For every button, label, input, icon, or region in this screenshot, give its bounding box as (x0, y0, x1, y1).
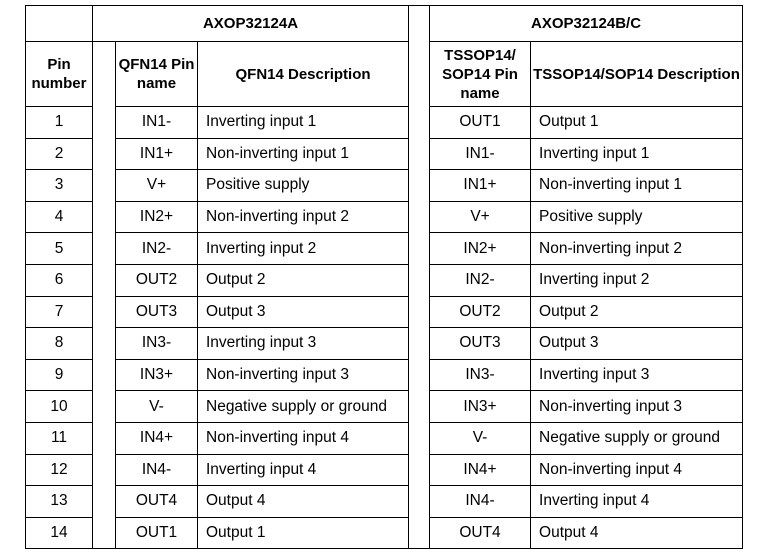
tssop-pin-name-cell: IN2- (429, 263, 532, 297)
qfn-description-cell: Non-inverting input 4 (196, 421, 410, 455)
tssop-description-cell: Non-inverting input 3 (530, 390, 744, 423)
table-row: 7 OUT3 Output 3 OUT2 Output 2 (25, 295, 744, 329)
qfn-description-cell: Inverting input 3 (196, 327, 410, 360)
table-row: 5 IN2- Inverting input 2 IN2+ Non-inverting … (25, 232, 744, 265)
pin-number-cell: 9 (25, 358, 93, 392)
group-header-a: AXOP32124A (91, 5, 410, 42)
table-row: 8 IN3- Inverting input 3 OUT3 Output 3 (25, 327, 744, 360)
table-row: 1 IN1- Inverting input 1 OUT1 Output 1 (25, 106, 744, 139)
column-header-row: Pin number QFN14 Pin name QFN14 Descript… (25, 40, 744, 550)
qfn-description-cell: Non-inverting input 1 (196, 137, 410, 171)
pin-number-cell: 10 (25, 390, 93, 423)
group-header-bc: AXOP32124B/C (429, 5, 744, 42)
qfn-pin-name-cell: IN3- (115, 327, 198, 360)
qfn-pin-name-cell: IN1- (115, 106, 198, 139)
pin-number-cell: 2 (25, 137, 93, 171)
qfn-pin-name-cell: V- (115, 390, 198, 423)
tssop-pin-name-cell: V+ (429, 200, 532, 234)
tssop-description-cell: Output 4 (530, 516, 744, 550)
pin-number-cell: 12 (25, 453, 93, 487)
tssop-pin-name-cell: IN3+ (429, 390, 532, 423)
qfn-description-cell: Output 3 (196, 295, 410, 329)
tssop-description-cell: Non-inverting input 4 (530, 453, 744, 487)
pin-number-cell: 4 (25, 200, 93, 234)
header-pin-number: Pin number (25, 41, 93, 107)
pin-number-cell: 14 (25, 516, 93, 550)
qfn-pin-name-cell: IN4- (115, 453, 198, 487)
spacer-column (92, 40, 116, 550)
empty-corner-cell (25, 5, 93, 42)
tssop-pin-name-cell: OUT4 (429, 516, 532, 550)
tssop-pin-name-cell: OUT3 (429, 327, 532, 360)
tssop-description-cell: Output 2 (530, 295, 744, 329)
tssop-pin-name-cell: V- (429, 421, 532, 455)
qfn-description-cell: Non-inverting input 3 (196, 358, 410, 392)
tssop-pin-name-cell: IN1+ (429, 169, 532, 202)
table-row: 9 IN3+ Non-inverting input 3 IN3- Inverting … (25, 358, 744, 392)
tssop-description-cell: Non-inverting input 1 (530, 169, 744, 202)
qfn-description-cell: Inverting input 2 (196, 232, 410, 265)
pin-number-cell: 6 (25, 263, 93, 297)
tssop-pin-name-cell: OUT1 (429, 106, 532, 139)
pin-number-cell: 5 (25, 232, 93, 265)
tssop-pin-name-cell: IN3- (429, 358, 532, 392)
pin-description-table: AXOP32124A AXOP32124B/C Pin number QFN14… (25, 4, 744, 550)
tssop-description-cell: Output 1 (530, 106, 744, 139)
table-row: 14 OUT1 Output 1 OUT4 Output 4 (25, 516, 744, 550)
tssop-pin-name-cell: IN1- (429, 137, 532, 171)
tssop-description-cell: Positive supply (530, 200, 744, 234)
pin-number-cell: 13 (25, 485, 93, 518)
qfn-description-cell: Output 4 (196, 485, 410, 518)
qfn-description-cell: Output 2 (196, 263, 410, 297)
table-row: 6 OUT2 Output 2 IN2- Inverting input 2 (25, 263, 744, 297)
qfn-pin-name-cell: IN3+ (115, 358, 198, 392)
table-row: 4 IN2+ Non-inverting input 2 V+ Positive sup… (25, 200, 744, 234)
tssop-description-cell: Inverting input 4 (530, 485, 744, 518)
tssop-pin-name-cell: OUT2 (429, 295, 532, 329)
header-qfn-pin-name: QFN14 Pin name (115, 41, 198, 107)
qfn-pin-name-cell: V+ (115, 169, 198, 202)
pin-number-cell: 3 (25, 169, 93, 202)
qfn-pin-name-cell: IN1+ (115, 137, 198, 171)
qfn-description-cell: Inverting input 4 (196, 453, 410, 487)
tssop-description-cell: Output 3 (530, 327, 744, 360)
qfn-description-cell: Non-inverting input 2 (196, 200, 410, 234)
tssop-description-cell: Non-inverting input 2 (530, 232, 744, 265)
header-tssop-description: TSSOP14/SOP14 Description (530, 41, 744, 107)
qfn-pin-name-cell: IN2- (115, 232, 198, 265)
pin-number-cell: 1 (25, 106, 93, 139)
qfn-pin-name-cell: IN4+ (115, 421, 198, 455)
pin-number-cell: 7 (25, 295, 93, 329)
header-qfn-description: QFN14 Description (196, 41, 410, 107)
tssop-description-cell: Inverting input 1 (530, 137, 744, 171)
tssop-description-cell: Inverting input 2 (530, 263, 744, 297)
table-row: 3 V+ Positive supply IN1+ Non-inverting inpu… (25, 169, 744, 202)
qfn-description-cell: Output 1 (196, 516, 410, 550)
qfn-pin-name-cell: OUT1 (115, 516, 198, 550)
table-row: 11 IN4+ Non-inverting input 4 V- Negative su… (25, 421, 744, 455)
tssop-description-cell: Inverting input 3 (530, 358, 744, 392)
tssop-pin-name-cell: IN4+ (429, 453, 532, 487)
pin-number-cell: 8 (25, 327, 93, 360)
qfn-pin-name-cell: IN2+ (115, 200, 198, 234)
tssop-pin-name-cell: IN2+ (429, 232, 532, 265)
table-row: 2 IN1+ Non-inverting input 1 IN1- Inverting … (25, 137, 744, 171)
qfn-description-cell: Positive supply (196, 169, 410, 202)
table-row: 12 IN4- Inverting input 4 IN4+ Non-inverting… (25, 453, 744, 487)
spacer-column (408, 4, 431, 550)
pin-number-cell: 11 (25, 421, 93, 455)
table-row: 10 V- Negative supply or ground IN3+ Non-inv… (25, 390, 744, 423)
qfn-pin-name-cell: OUT4 (115, 485, 198, 518)
group-header-row: AXOP32124A AXOP32124B/C (25, 4, 744, 550)
qfn-description-cell: Inverting input 1 (196, 106, 410, 139)
qfn-pin-name-cell: OUT3 (115, 295, 198, 329)
table-row: 13 OUT4 Output 4 IN4- Inverting input 4 (25, 485, 744, 518)
tssop-description-cell: Negative supply or ground (530, 421, 744, 455)
tssop-pin-name-cell: IN4- (429, 485, 532, 518)
qfn-pin-name-cell: OUT2 (115, 263, 198, 297)
qfn-description-cell: Negative supply or ground (196, 390, 410, 423)
header-tssop-pin-name: TSSOP14/ SOP14 Pin name (429, 41, 532, 107)
